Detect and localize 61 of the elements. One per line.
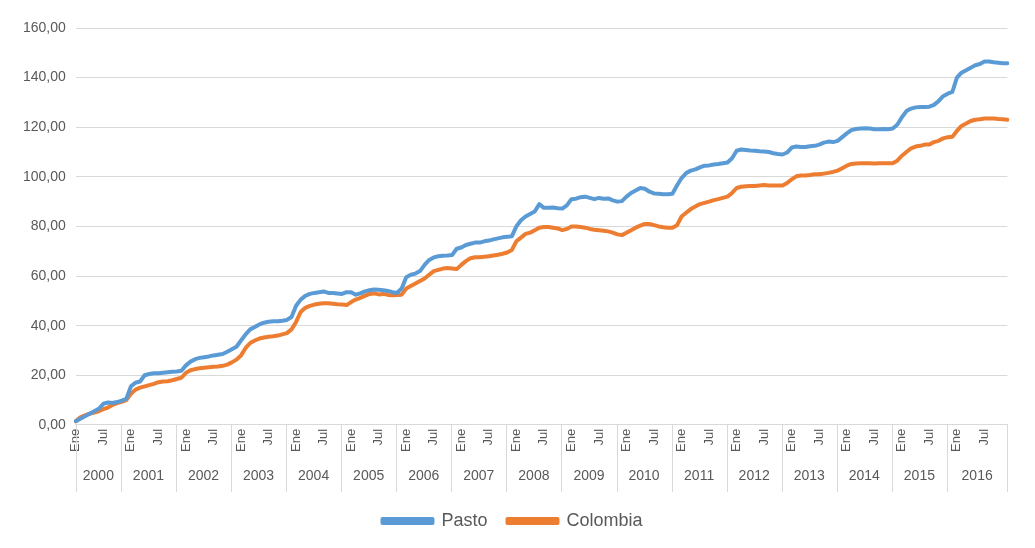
text: 2006 xyxy=(408,466,440,483)
x-tick-label: Jul xyxy=(535,428,551,446)
y-tick-label: 40,00 xyxy=(30,316,67,333)
text: 2004 xyxy=(298,466,330,483)
x-tick-label: Ene xyxy=(177,428,193,453)
x-tick-label: Ene xyxy=(728,428,744,453)
x-tick-label: Jul xyxy=(480,428,496,446)
x-tick-label: Jul xyxy=(976,428,992,446)
x-tick-label: Jul xyxy=(315,428,331,446)
text: 2012 xyxy=(738,466,770,483)
y-tick-label: 140,00 xyxy=(22,68,67,85)
legend-label: Pasto xyxy=(441,509,488,530)
text: 2003 xyxy=(242,466,275,483)
legend-label: Colombia xyxy=(566,509,644,530)
y-tick-label: 120,00 xyxy=(22,118,67,135)
text: 2000 xyxy=(82,466,115,483)
x-tick-label: Ene xyxy=(397,428,413,453)
text: 2010 xyxy=(628,466,660,483)
text: 2009 xyxy=(573,466,605,483)
x-tick-label: Jul xyxy=(920,428,936,446)
x-tick-label: Ene xyxy=(342,428,358,453)
x-tick-label: Ene xyxy=(948,428,964,453)
x-tick-label: Ene xyxy=(563,428,579,453)
y-tick-label: 0,00 xyxy=(38,415,67,432)
x-tick-label: Ene xyxy=(893,428,909,453)
x-tick-label: Ene xyxy=(507,428,523,453)
text: 2008 xyxy=(518,466,550,483)
text: 2001 xyxy=(132,466,165,483)
x-tick-label: Ene xyxy=(287,428,303,453)
x-tick-label: Jul xyxy=(150,428,165,446)
x-tick-label: Jul xyxy=(425,428,441,446)
x-tick-label: Jul xyxy=(865,428,881,446)
x-tick-label: Ene xyxy=(452,428,468,453)
text: 2014 xyxy=(848,466,881,483)
text: 2011 xyxy=(684,466,715,483)
text: 2002 xyxy=(187,466,220,483)
y-tick-label: 60,00 xyxy=(30,266,67,283)
y-tick-label: 100,00 xyxy=(22,167,67,184)
y-tick-label: 20,00 xyxy=(30,366,67,383)
x-tick-label: Ene xyxy=(783,428,799,453)
x-tick-label: Jul xyxy=(810,428,826,446)
text: 2016 xyxy=(961,466,993,483)
x-tick-label: Jul xyxy=(755,428,771,446)
x-tick-label: Jul xyxy=(590,428,606,446)
x-tick-label: Jul xyxy=(205,428,221,446)
x-tick-label: Jul xyxy=(700,428,716,446)
y-tick-label: 80,00 xyxy=(30,217,67,234)
x-tick-label: Jul xyxy=(370,428,386,446)
y-tick-label: 160,00 xyxy=(22,18,67,35)
x-tick-label: Jul xyxy=(645,428,661,446)
text: 2005 xyxy=(353,466,385,483)
x-tick-label: Ene xyxy=(673,428,689,453)
text: 2007 xyxy=(463,466,495,483)
x-tick-label: Ene xyxy=(838,428,854,453)
text: 2013 xyxy=(793,466,826,483)
x-tick-label: Jul xyxy=(260,428,276,446)
x-tick-label: Ene xyxy=(618,428,634,453)
x-tick-label: Ene xyxy=(122,428,138,453)
x-tick-label: Ene xyxy=(232,428,248,453)
x-tick-label: Jul xyxy=(94,428,110,446)
text: 2015 xyxy=(903,466,936,483)
